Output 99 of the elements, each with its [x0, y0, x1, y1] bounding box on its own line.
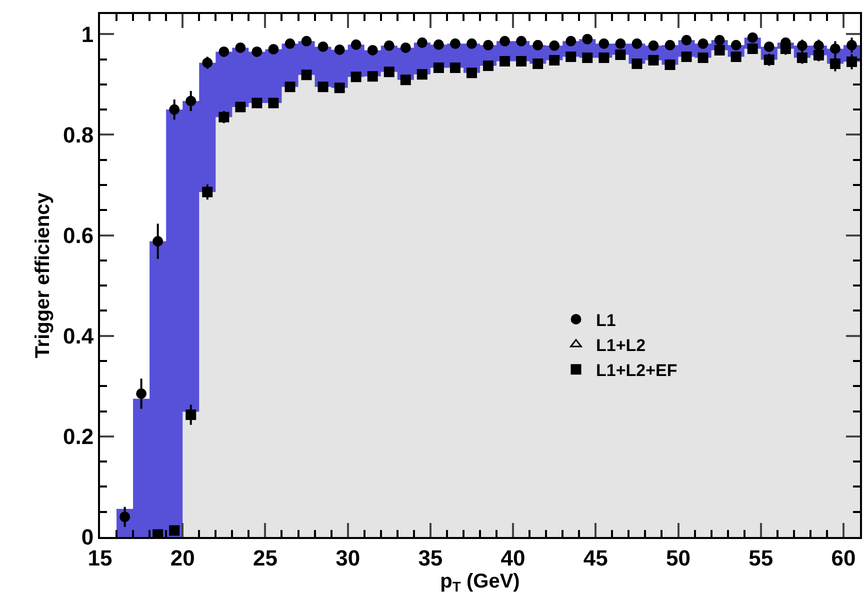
point — [632, 38, 642, 49]
point — [830, 43, 840, 54]
point — [235, 102, 246, 112]
point — [218, 46, 230, 57]
legend-label: L1+L2 — [596, 336, 646, 355]
x-tick-label: 50 — [666, 545, 690, 570]
point — [384, 66, 394, 78]
x-tick-label: 55 — [748, 545, 774, 570]
point — [681, 34, 692, 46]
point — [747, 43, 758, 54]
point — [830, 58, 840, 70]
point — [268, 44, 279, 54]
point — [846, 56, 857, 68]
point — [566, 36, 576, 46]
point — [400, 74, 411, 86]
point — [516, 36, 527, 46]
point — [169, 104, 180, 115]
point — [318, 41, 328, 52]
point — [284, 82, 296, 92]
point — [169, 525, 180, 536]
point — [730, 40, 742, 50]
point — [698, 52, 708, 63]
point — [483, 40, 494, 50]
y-tick-label: 0.8 — [63, 122, 94, 148]
point — [334, 44, 345, 55]
point — [500, 36, 510, 46]
point — [318, 82, 328, 92]
point — [582, 34, 593, 44]
point — [648, 55, 659, 66]
point — [136, 388, 147, 399]
point — [648, 40, 659, 51]
point — [202, 58, 213, 68]
point — [532, 40, 544, 50]
point — [598, 52, 610, 63]
point — [218, 112, 230, 122]
point — [384, 40, 394, 51]
point — [350, 39, 362, 50]
y-tick-label: 0.2 — [63, 424, 94, 450]
point — [120, 512, 130, 522]
point — [730, 52, 742, 62]
point — [252, 98, 262, 108]
point — [714, 44, 725, 56]
point — [780, 43, 791, 54]
point — [698, 38, 708, 49]
x-tick-label: 30 — [336, 545, 360, 570]
point — [681, 52, 692, 62]
point — [549, 55, 560, 66]
point — [566, 52, 576, 62]
y-tick-label: 1 — [81, 22, 94, 47]
point — [350, 72, 362, 82]
y-tick-label: 0.6 — [63, 222, 94, 248]
point — [186, 410, 196, 420]
point — [334, 82, 345, 94]
x-tick-label: 35 — [418, 545, 443, 570]
x-tick-label: 45 — [583, 545, 608, 570]
point — [416, 69, 428, 80]
point — [664, 60, 676, 70]
x-tick-label: 60 — [831, 545, 856, 570]
x-tick-label: 20 — [170, 545, 195, 570]
point — [664, 40, 676, 50]
point — [367, 71, 378, 82]
y-tick-label: 0.4 — [63, 324, 94, 349]
point — [252, 46, 262, 57]
point — [549, 40, 560, 51]
point — [846, 40, 857, 50]
x-axis-title: p$_{T}$ (GeV) — [440, 570, 520, 595]
point — [433, 39, 444, 50]
point — [747, 32, 758, 43]
point — [450, 38, 460, 49]
point — [615, 38, 626, 49]
point — [301, 70, 312, 80]
x-tick-label: 40 — [500, 545, 526, 570]
point — [450, 62, 460, 74]
point — [202, 186, 213, 198]
point — [301, 36, 312, 46]
point — [483, 60, 494, 72]
point — [500, 56, 510, 67]
point — [582, 52, 593, 63]
point — [598, 38, 610, 49]
point — [632, 58, 642, 70]
point — [615, 49, 626, 60]
point — [466, 68, 477, 78]
y-axis-title: Trigger efficiency — [32, 192, 54, 358]
point — [416, 37, 428, 48]
point — [714, 34, 725, 46]
point — [284, 38, 296, 49]
point — [466, 38, 477, 49]
point — [367, 44, 378, 56]
point — [516, 56, 527, 67]
point — [152, 236, 164, 247]
x-tick-label: 25 — [252, 545, 278, 570]
point — [400, 42, 411, 53]
legend-label: L1+L2+EF — [596, 361, 678, 380]
point — [433, 62, 444, 74]
point — [235, 42, 246, 53]
legend-label: L1 — [596, 310, 616, 330]
point — [186, 96, 196, 106]
point — [532, 58, 544, 70]
point — [268, 98, 279, 108]
